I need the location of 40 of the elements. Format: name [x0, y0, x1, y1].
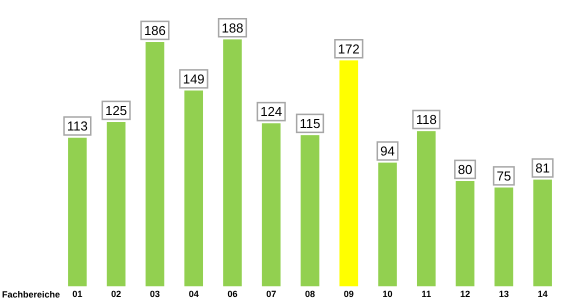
bar	[494, 188, 514, 286]
data-label: 188	[222, 20, 244, 36]
data-label: 186	[144, 22, 166, 38]
data-label: 80	[458, 162, 472, 177]
bar	[262, 123, 281, 286]
x-tick-label: 10	[382, 289, 393, 300]
bar	[416, 131, 436, 286]
bar	[68, 138, 87, 286]
data-label: 149	[182, 71, 205, 86]
x-tick-label: 01	[72, 289, 82, 300]
bar	[300, 135, 320, 286]
x-tick-label: 14	[538, 289, 548, 300]
data-label: 118	[416, 112, 437, 128]
x-tick-label: 04	[188, 289, 199, 300]
x-tick-label: 03	[150, 289, 160, 300]
bar	[533, 180, 552, 286]
x-axis-title: Fachbereiche	[2, 290, 60, 300]
x-tick-label: 07	[266, 289, 276, 300]
bar	[106, 122, 126, 286]
data-label: 172	[338, 41, 360, 56]
x-tick-label: 13	[498, 289, 509, 300]
bar	[146, 42, 164, 286]
data-label: 124	[260, 104, 282, 120]
x-tick-label: 12	[460, 289, 470, 300]
bar	[184, 90, 204, 286]
x-tick-label: 08	[304, 289, 316, 300]
data-label: 81	[535, 160, 550, 176]
x-tick-label: 09	[344, 289, 354, 300]
data-label: 94	[380, 144, 395, 159]
bar	[456, 180, 474, 286]
x-tick-label: 02	[111, 289, 122, 300]
bar	[339, 60, 358, 286]
data-label: 115	[300, 116, 320, 132]
data-label: 113	[67, 118, 88, 134]
bar	[223, 39, 242, 286]
data-label: 125	[105, 102, 128, 118]
data-label: 75	[496, 168, 512, 184]
x-tick-label: 11	[422, 289, 432, 300]
bar	[378, 162, 397, 286]
x-tick-label: 06	[227, 289, 238, 300]
